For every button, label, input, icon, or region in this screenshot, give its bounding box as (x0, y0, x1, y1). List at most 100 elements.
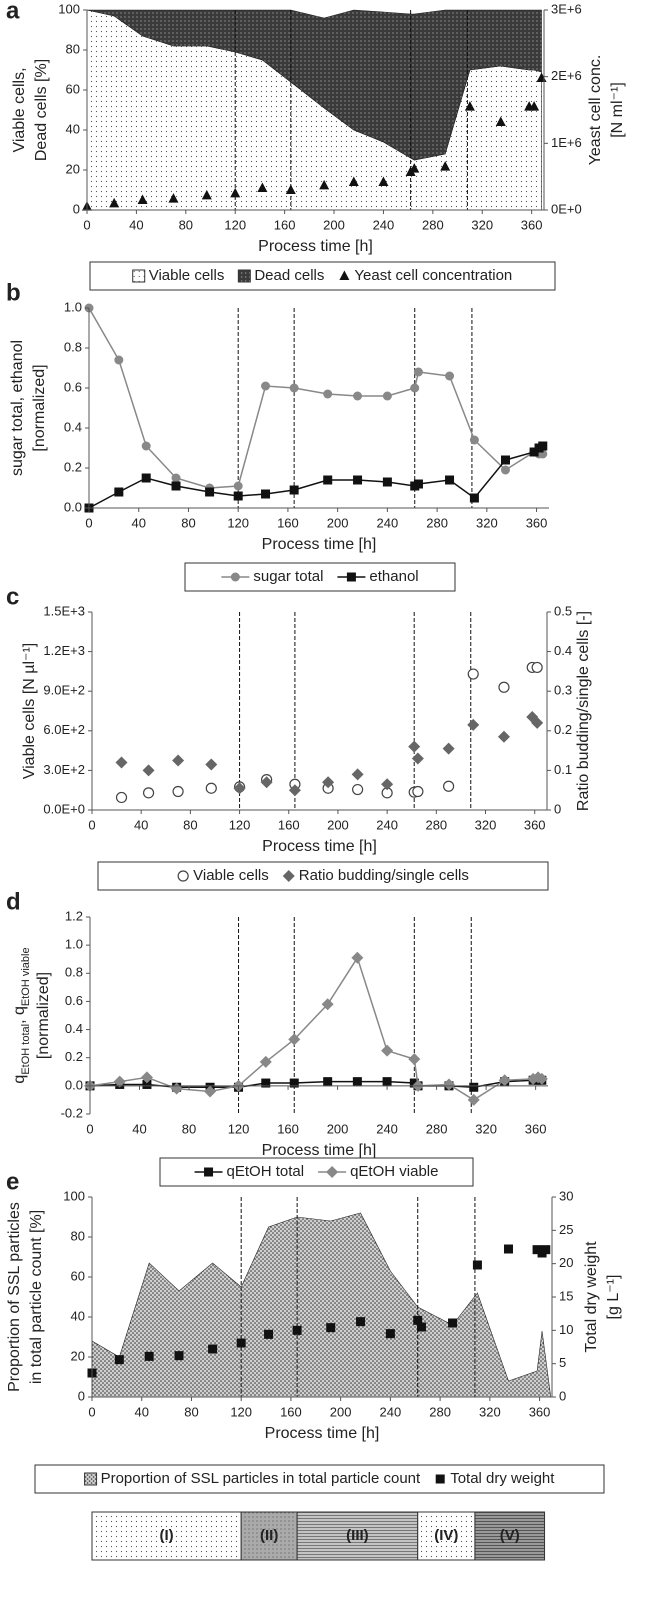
y2-tick-label: 0 (554, 801, 561, 816)
marker (410, 383, 420, 393)
panel-letter: e (6, 1168, 19, 1195)
marker (469, 493, 479, 503)
marker (233, 481, 243, 491)
marker (378, 176, 389, 186)
marker (204, 1085, 217, 1098)
axis-title-part: , q (11, 1006, 28, 1024)
x-tick-label: 120 (230, 1404, 252, 1419)
marker (411, 752, 424, 765)
marker (259, 1055, 272, 1068)
y-tick-label: 0.0 (64, 499, 82, 514)
x-tick-label: 80 (182, 1121, 196, 1136)
x-tick-label: 40 (129, 217, 143, 232)
marker (109, 197, 120, 208)
y2-tick-label: 30 (559, 1188, 573, 1203)
axis-title: [normalized] (35, 972, 52, 1059)
marker (448, 1318, 458, 1328)
legend-label: Viable cells (193, 867, 269, 884)
panel-letter: c (6, 583, 19, 610)
x-tick-label: 40 (131, 515, 145, 530)
marker (440, 161, 451, 171)
marker (531, 661, 543, 674)
x-tick-label: 160 (278, 817, 300, 832)
axis-title: [normalized] (31, 364, 48, 451)
y2-tick-label: 15 (559, 1288, 573, 1303)
marker (495, 116, 506, 126)
phase-label: (IV) (434, 1527, 458, 1544)
marker (204, 1167, 214, 1177)
x-tick-label: 0 (88, 817, 95, 832)
y-tick-label: 0.0 (65, 1077, 83, 1092)
marker (339, 270, 350, 280)
axis-title: Viable cells [N µl⁻¹] (21, 643, 38, 780)
y2-tick-label: 0.1 (554, 762, 572, 777)
legend-swatch (84, 1472, 98, 1486)
marker (353, 475, 363, 485)
axis-title-part: EtOH total (20, 1024, 32, 1075)
marker (413, 479, 423, 489)
x-tick-label: 320 (476, 515, 498, 530)
legend-box (34, 1464, 605, 1494)
y2-tick-label: 25 (559, 1222, 573, 1237)
x-tick-label: 240 (373, 217, 395, 232)
marker (230, 187, 241, 198)
y-tick-label: 1.0 (65, 937, 83, 952)
marker (208, 1344, 218, 1354)
marker (535, 1072, 548, 1085)
x-tick-label: 240 (377, 515, 399, 530)
y2-tick-label: 2E+6 (551, 68, 582, 83)
legend-label: sugar total (253, 568, 323, 585)
x-tick-label: 360 (521, 217, 543, 232)
marker (289, 383, 299, 393)
marker (346, 572, 356, 582)
marker (409, 163, 420, 173)
axis-title: Proportion of SSL particles (6, 1202, 23, 1392)
x-tick-label: 0 (85, 515, 92, 530)
axis-title: sugar total, ethanol (9, 340, 26, 476)
marker (172, 754, 185, 767)
y-tick-label: 0.8 (64, 339, 82, 354)
axis-title: Dead cells [%] (33, 59, 50, 161)
axis-title: [N ml⁻¹] (609, 82, 626, 138)
x-tick-label: 120 (228, 1121, 250, 1136)
marker (144, 1351, 154, 1361)
legend-label: ethanol (369, 568, 418, 585)
marker (443, 780, 455, 792)
x-tick-label: 320 (475, 817, 497, 832)
marker (413, 367, 423, 377)
y2-tick-label: 0.2 (554, 722, 572, 737)
phase-label: (III) (346, 1527, 369, 1544)
y-tick-label: 6.0E+2 (43, 722, 85, 737)
marker (114, 1355, 124, 1365)
marker (233, 782, 246, 795)
y-tick-label: 60 (66, 81, 80, 96)
marker (500, 465, 510, 475)
axis-title: Ratio budding/single cells [-] (575, 611, 592, 811)
marker (115, 756, 128, 769)
area (91, 1212, 552, 1398)
y-tick-label: 80 (71, 1228, 85, 1243)
marker (114, 355, 124, 365)
marker (321, 998, 334, 1011)
marker (382, 477, 392, 487)
x-tick-label: 280 (426, 1121, 448, 1136)
marker (351, 951, 364, 964)
marker (529, 447, 539, 457)
marker (205, 487, 215, 497)
marker (381, 1044, 394, 1057)
marker (142, 1079, 152, 1089)
legend-box (97, 861, 549, 891)
x-tick-label: 160 (280, 1404, 302, 1419)
marker (326, 1323, 336, 1333)
x-tick-label: 280 (425, 817, 447, 832)
x-tick-label: 0 (83, 217, 90, 232)
legend-label: Yeast cell concentration (354, 267, 512, 284)
marker (142, 787, 155, 799)
line (89, 956, 543, 1101)
x-axis-title: Process time [h] (258, 238, 373, 255)
marker (497, 730, 510, 743)
panel-letter: a (6, 0, 20, 24)
legend-label: Ratio budding/single cells (299, 867, 469, 884)
marker (382, 1077, 392, 1087)
marker (541, 1245, 551, 1255)
